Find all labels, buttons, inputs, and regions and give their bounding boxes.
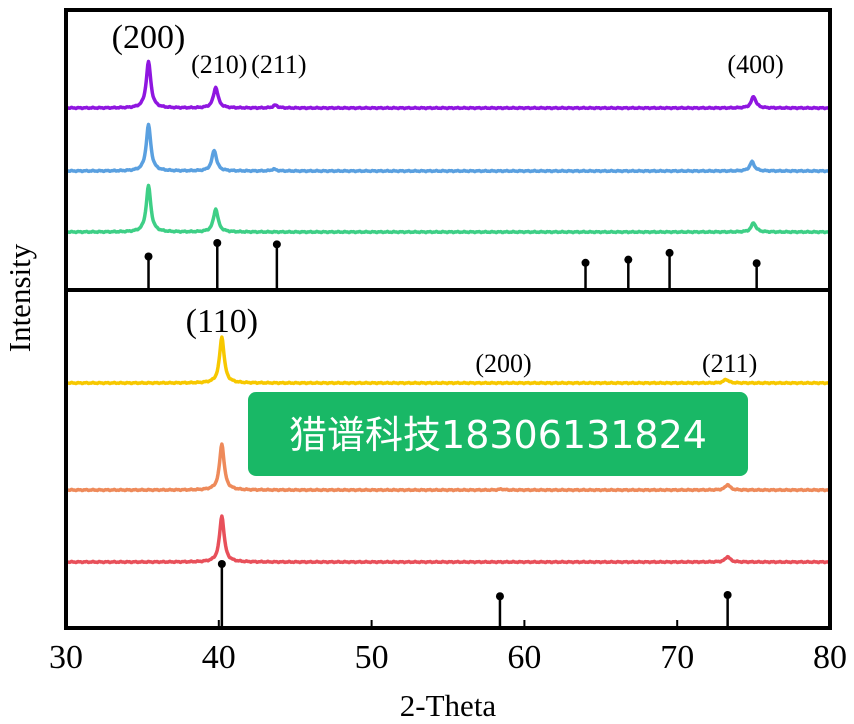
top-panel-series-2 — [64, 122, 831, 174]
peak-label: (200) — [112, 19, 186, 56]
x-tick-label: 60 — [507, 639, 541, 676]
top-panel-reference-marker — [624, 255, 633, 264]
plot-frame — [64, 8, 832, 630]
x-axis-title: 2-Theta — [400, 688, 497, 723]
bottom-panel-series-3 — [64, 514, 831, 565]
top-panel-reference-marker — [144, 252, 153, 261]
bottom-panel-reference-marker — [217, 560, 226, 568]
x-tick-label: 70 — [660, 639, 694, 676]
y-axis-title: Intensity — [2, 243, 37, 352]
x-tick-label: 40 — [202, 639, 236, 676]
peak-label: (211) — [702, 349, 757, 378]
peak-label-layer: (200)(210) (211) (400)(110)(200) (211) — [112, 19, 784, 378]
top-panel-reference-marker — [272, 240, 281, 249]
x-tick-label: 50 — [355, 639, 389, 676]
bottom-panel-reference-marker — [495, 592, 504, 601]
top-panel-series-3 — [64, 183, 831, 235]
watermark-text: 猎谱科技18306131824 — [289, 413, 707, 457]
bottom-panel-series-2 — [64, 442, 831, 493]
reference-layer — [144, 239, 761, 626]
top-panel-series-1 — [64, 59, 831, 111]
peak-label: (200) — [475, 349, 531, 378]
watermark-badge: 猎谱科技18306131824 — [248, 392, 748, 476]
top-panel-reference-marker — [752, 259, 761, 268]
top-panel-reference-marker — [581, 258, 590, 267]
axes-layer — [64, 8, 832, 630]
peak-label: (110) — [186, 303, 258, 340]
peak-label: (211) — [251, 50, 306, 79]
x-tick-layer: 30 40 50 60 70 80 — [49, 620, 847, 676]
x-tick-label: 30 — [49, 639, 83, 676]
bottom-panel-series-1 — [64, 335, 831, 386]
top-panel-reference-marker — [213, 239, 222, 247]
top-panel-reference-marker — [665, 248, 674, 257]
series-layer — [64, 59, 831, 565]
peak-label: (400) — [727, 50, 783, 79]
bottom-panel-reference-marker — [723, 591, 732, 599]
watermark-background — [248, 392, 748, 476]
peak-label: (210) — [191, 50, 247, 79]
x-tick-label: 80 — [813, 639, 847, 676]
